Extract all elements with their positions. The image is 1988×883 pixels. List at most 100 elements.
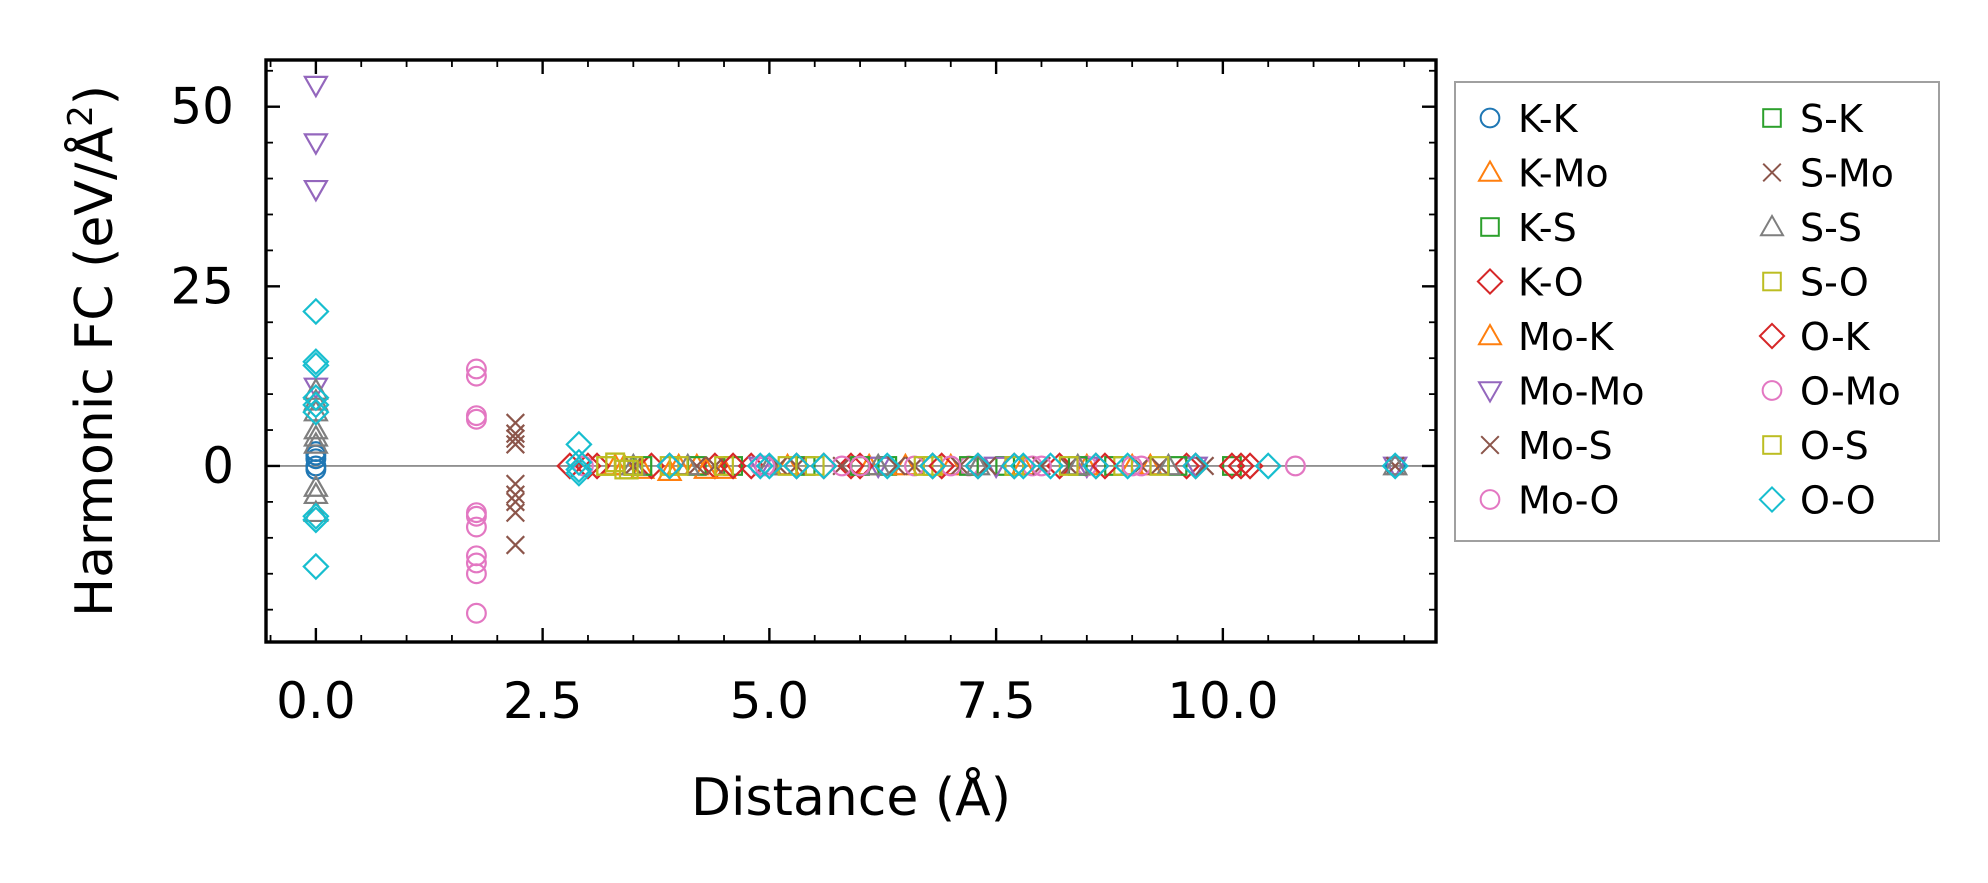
- data-point: [804, 456, 825, 476]
- data-point: [505, 535, 525, 555]
- data-point: [810, 452, 838, 480]
- data-point: [1113, 452, 1142, 480]
- data-point: [782, 452, 811, 480]
- series-S-S: [302, 377, 1409, 523]
- data-point: [565, 448, 593, 477]
- data-point: [1031, 455, 1052, 477]
- legend-marker: [1762, 162, 1782, 183]
- legend-marker: [1480, 435, 1500, 455]
- data-point: [922, 456, 943, 476]
- data-point: [605, 452, 626, 473]
- data-point: [656, 458, 683, 482]
- data-point: [918, 452, 947, 480]
- data-point: [849, 455, 871, 477]
- x-tick-labels: 0.0 2.5 5.0 7.5 10.0: [276, 672, 1278, 730]
- y-tick-label: 50: [170, 78, 234, 136]
- legend-marker: [1762, 108, 1782, 128]
- data-point: [302, 351, 330, 380]
- series-O-S: [596, 452, 1079, 480]
- data-point: [302, 391, 330, 419]
- data-point: [302, 431, 329, 454]
- data-point: [737, 452, 765, 480]
- data-point: [1382, 456, 1409, 480]
- legend-label: K-S: [1518, 206, 1577, 250]
- legend-label: O-O: [1800, 479, 1876, 523]
- data-point: [1121, 455, 1143, 477]
- data-point: [1082, 452, 1110, 480]
- x-tick-label: 7.5: [956, 672, 1036, 730]
- legend-marker: [1761, 380, 1783, 401]
- legend-marker: [1477, 381, 1503, 404]
- legend-item: K-S: [1480, 206, 1577, 250]
- data-point: [873, 452, 901, 480]
- y-axis-label-base: Harmonic FC (eV/Å: [63, 126, 125, 617]
- data-point: [618, 459, 639, 480]
- data-point: [1284, 455, 1306, 477]
- data-point: [583, 452, 611, 480]
- data-point: [865, 452, 892, 476]
- legend-marker: [1762, 271, 1782, 292]
- data-point: [302, 499, 329, 523]
- legend-label: K-K: [1518, 97, 1579, 141]
- data-point: [1172, 452, 1201, 480]
- data-point: [302, 398, 330, 426]
- data-point: [865, 456, 892, 480]
- data-point: [886, 456, 906, 476]
- data-point: [1000, 452, 1028, 480]
- data-point: [837, 452, 865, 480]
- data-point: [302, 179, 329, 203]
- data-point: [1009, 452, 1037, 480]
- legend-item: K-Mo: [1477, 152, 1609, 196]
- data-point: [302, 474, 329, 497]
- legend-item: S-Mo: [1762, 152, 1894, 196]
- data-point: [1254, 452, 1282, 480]
- x-tick-label: 0.0: [276, 672, 356, 730]
- legend-label: S-Mo: [1800, 152, 1894, 196]
- legend-label: O-Mo: [1800, 370, 1901, 414]
- data-point: [565, 455, 593, 484]
- legend-marker: [1758, 322, 1786, 350]
- x-tick-label: 10.0: [1167, 672, 1278, 730]
- data-point: [1058, 456, 1079, 476]
- data-point: [302, 75, 329, 99]
- legend-frame: [1454, 81, 1940, 542]
- data-point: [465, 602, 487, 624]
- data-point: [505, 485, 525, 505]
- legend-label: O-S: [1800, 424, 1869, 468]
- y-tick-label: 25: [170, 257, 234, 315]
- data-point: [465, 516, 487, 538]
- data-point: [1381, 452, 1409, 480]
- data-point: [714, 456, 734, 476]
- data-point: [1222, 456, 1242, 476]
- legend-marker: [1476, 267, 1504, 296]
- axis-ticks: [266, 60, 1436, 642]
- legend-item: O-S: [1762, 424, 1869, 468]
- legend-label: O-K: [1800, 315, 1871, 359]
- data-point: [964, 452, 992, 480]
- y-axis-label-sup: 2: [61, 105, 101, 127]
- data-point: [465, 552, 487, 574]
- legend-marker: [1758, 485, 1786, 514]
- data-point: [928, 452, 956, 480]
- legend-items: K-K K-Mo K-S K-O Mo-K Mo-Mo Mo-S Mo-O S-K S-Mo S-S…: [1476, 97, 1901, 523]
- data-point: [1004, 456, 1025, 476]
- data-point: [1382, 452, 1409, 476]
- x-axis-label: Distance (Å): [691, 766, 1011, 828]
- data-point: [305, 459, 327, 481]
- data-point: [302, 506, 330, 534]
- x-tick-label: 5.0: [730, 672, 810, 730]
- legend-label: K-O: [1518, 261, 1584, 305]
- legend-marker: [1479, 489, 1501, 510]
- legend-label: K-Mo: [1518, 152, 1609, 196]
- data-point: [1195, 456, 1215, 476]
- series-Mo-S: [505, 413, 1405, 555]
- data-point: [302, 297, 330, 326]
- legend-marker: [1762, 435, 1782, 455]
- y-axis-label-close: ): [65, 85, 125, 105]
- data-point: [965, 452, 991, 476]
- data-point: [668, 456, 689, 476]
- legend-label: S-O: [1800, 261, 1869, 305]
- series-Mo-O: [465, 358, 1306, 624]
- legend-item: Mo-Mo: [1477, 370, 1645, 414]
- data-point: [1045, 452, 1074, 480]
